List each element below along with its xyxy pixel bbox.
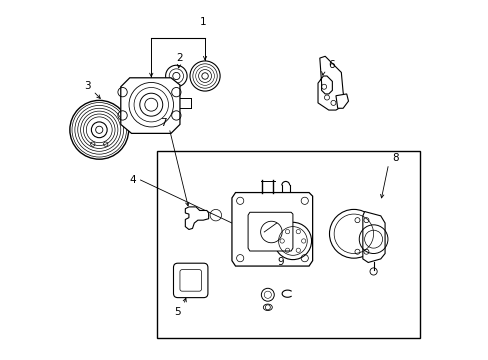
- Text: 4: 4: [129, 175, 136, 185]
- Polygon shape: [317, 56, 344, 110]
- Circle shape: [329, 210, 378, 258]
- Text: 5: 5: [173, 307, 180, 317]
- Bar: [156, 151, 419, 338]
- Polygon shape: [121, 78, 180, 134]
- Polygon shape: [335, 94, 348, 108]
- Text: 6: 6: [327, 59, 334, 69]
- Text: 3: 3: [84, 81, 91, 91]
- Polygon shape: [231, 193, 312, 266]
- Polygon shape: [362, 212, 384, 262]
- Text: 7: 7: [160, 118, 166, 128]
- Text: 1: 1: [200, 17, 206, 27]
- Polygon shape: [185, 207, 208, 229]
- Text: 8: 8: [391, 153, 398, 163]
- Polygon shape: [247, 212, 292, 251]
- Circle shape: [274, 222, 311, 260]
- Text: 9: 9: [277, 257, 284, 267]
- Text: 2: 2: [176, 53, 182, 63]
